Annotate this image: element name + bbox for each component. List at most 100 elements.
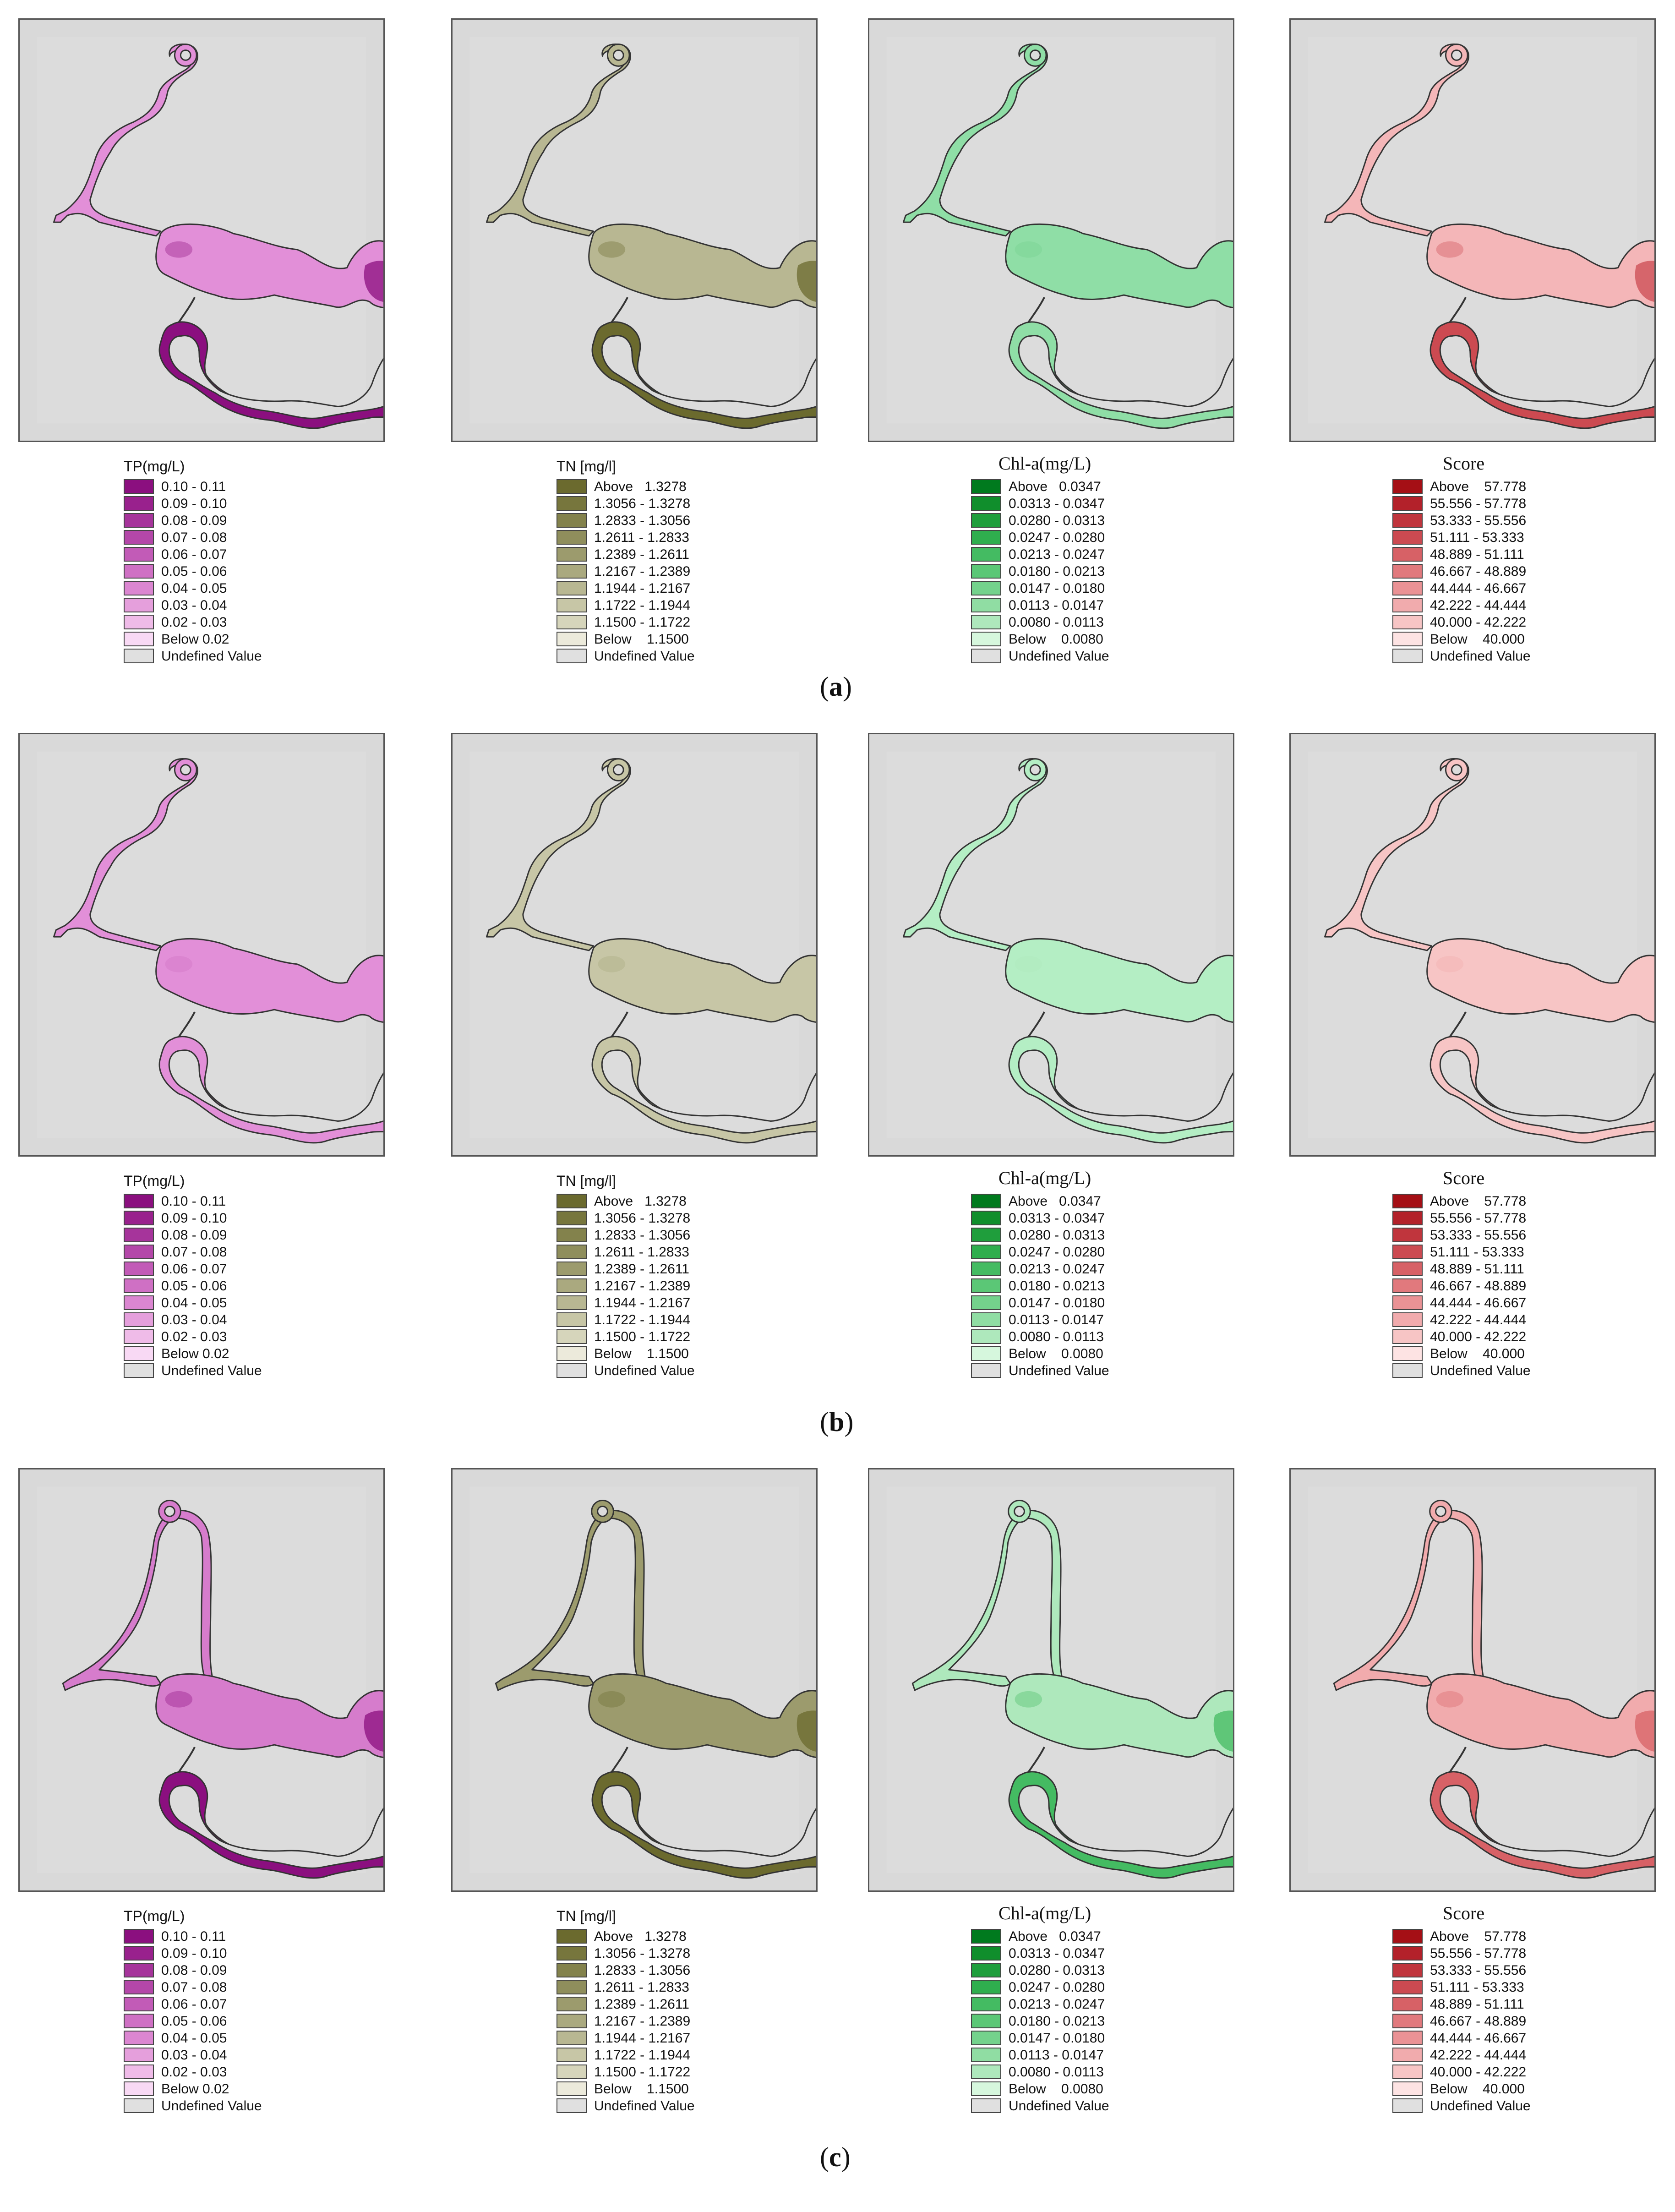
legend-label: 1.2833 - 1.3056 (594, 1963, 691, 1978)
legend-label: 0.0280 - 0.0313 (1009, 1963, 1105, 1978)
map-south-island (601, 335, 816, 419)
map-east-patch (1213, 1710, 1233, 1752)
legend-swatch (971, 2098, 1001, 2113)
map-core-spot (598, 956, 626, 972)
legend-swatch (557, 2031, 587, 2045)
legend-label: 0.09 - 0.10 (161, 496, 227, 511)
legend-label: Below 1.1500 (594, 632, 689, 647)
legend-swatch (1392, 1211, 1423, 1225)
legend-label: 1.2389 - 1.2611 (594, 1262, 689, 1277)
legend-swatch (557, 1946, 587, 1961)
legend-swatch (1392, 1946, 1423, 1961)
legend-label: Undefined Value (1430, 2098, 1531, 2114)
legend-label: Above 57.778 (1430, 1929, 1527, 1944)
legend-swatch (971, 1963, 1001, 1977)
legend-label: 1.1944 - 1.2167 (594, 581, 691, 596)
map-south-island (601, 1785, 816, 1869)
legend-label: Below 0.02 (161, 2081, 229, 2097)
map-south-island (168, 1049, 383, 1134)
legend-swatch (971, 649, 1001, 663)
legend-label: 1.1722 - 1.1944 (594, 2048, 691, 2063)
legend-swatch (971, 1980, 1001, 1994)
legend-swatch (557, 1278, 587, 1293)
legend-label: Undefined Value (1430, 649, 1531, 664)
map-core-spot (1436, 241, 1464, 258)
map-channel (495, 1510, 647, 1691)
legend-label: 0.03 - 0.04 (161, 598, 227, 613)
legend-label: 42.222 - 44.444 (1430, 1312, 1527, 1327)
map-east-patch (364, 261, 383, 302)
legend-label: 0.0147 - 0.0180 (1009, 2031, 1105, 2046)
legend-swatch (557, 496, 587, 511)
legend-swatch (557, 1228, 587, 1242)
legend-label: 0.0080 - 0.0113 (1009, 615, 1104, 630)
legend-label: 0.0247 - 0.0280 (1009, 530, 1105, 545)
legend-swatch (971, 2014, 1001, 2028)
map-channel (911, 1510, 1064, 1691)
legend-swatch (1392, 1363, 1423, 1378)
map-channel (53, 44, 198, 237)
legend-swatch (1392, 2048, 1423, 2062)
legend-label: Undefined Value (161, 2098, 262, 2114)
map-channel (1324, 44, 1469, 237)
legend-swatch (1392, 1329, 1423, 1344)
legend-swatch (971, 564, 1001, 579)
legend-swatch (971, 2048, 1001, 2062)
legend-swatch (971, 479, 1001, 494)
map-channel (1324, 758, 1469, 951)
legend-label: 1.3056 - 1.3278 (594, 1211, 691, 1226)
legend-swatch (557, 547, 587, 562)
legend-label: Below 40.000 (1430, 2081, 1525, 2097)
legend-swatch (971, 1997, 1001, 2011)
legend-swatch (124, 1262, 154, 1276)
legend-swatch (124, 1211, 154, 1225)
legend-label: Undefined Value (1009, 2098, 1109, 2114)
legend-label: Above 0.0347 (1009, 1194, 1101, 1209)
legend-label: 55.556 - 57.778 (1430, 1946, 1527, 1961)
legend-swatch (971, 2081, 1001, 2096)
row-label-a: (a) (820, 672, 852, 702)
legend-label: Undefined Value (161, 1363, 262, 1378)
legend-swatch (971, 513, 1001, 528)
legend-label: Below 1.1500 (594, 2081, 689, 2097)
legend-swatch (971, 598, 1001, 612)
legend-swatch (1392, 1295, 1423, 1310)
map-svg (37, 751, 383, 1144)
legend-swatch (557, 615, 587, 629)
legend-label: 1.2611 - 1.2833 (594, 1245, 689, 1260)
legend-label: 0.09 - 0.10 (161, 1211, 227, 1226)
legend-swatch (971, 1194, 1001, 1208)
legend-swatch (557, 581, 587, 595)
legend-swatch (557, 1211, 587, 1225)
legend-swatch (1392, 1278, 1423, 1293)
map-east-patch (1635, 1710, 1654, 1752)
map-south-island (1018, 335, 1233, 419)
legend-swatch (124, 1228, 154, 1242)
legend-swatch (971, 1363, 1001, 1378)
legend-swatch (1392, 1346, 1423, 1361)
legend-swatch (557, 1997, 587, 2011)
map-ring-center (1029, 764, 1041, 776)
legend-swatch (124, 2081, 154, 2096)
legend-swatch (557, 1963, 587, 1977)
map-south-island (1439, 1785, 1654, 1869)
legend-label: 1.2833 - 1.3056 (594, 513, 691, 528)
legend-label: 44.444 - 46.667 (1430, 581, 1527, 596)
legend-swatch (557, 2048, 587, 2062)
map-a-tn (451, 18, 818, 442)
map-main-lake (1426, 223, 1654, 308)
legend-swatch (971, 1929, 1001, 1944)
map-channel (1333, 1510, 1485, 1691)
legend-swatch (557, 1346, 587, 1361)
row-label-letter: b (829, 1407, 845, 1437)
legend-label: 1.2611 - 1.2833 (594, 530, 689, 545)
legend-label: 0.10 - 0.11 (161, 479, 226, 494)
legend-label: Below 0.02 (161, 632, 229, 647)
legend-label: 1.1500 - 1.1722 (594, 2065, 691, 2080)
map-ring-center (1029, 49, 1041, 61)
map-b-tn (451, 733, 818, 1157)
legend-label: Undefined Value (1009, 1363, 1109, 1378)
legend-label: Above 0.0347 (1009, 1929, 1101, 1944)
map-svg (469, 1486, 816, 1879)
legend-swatch (124, 1929, 154, 1944)
